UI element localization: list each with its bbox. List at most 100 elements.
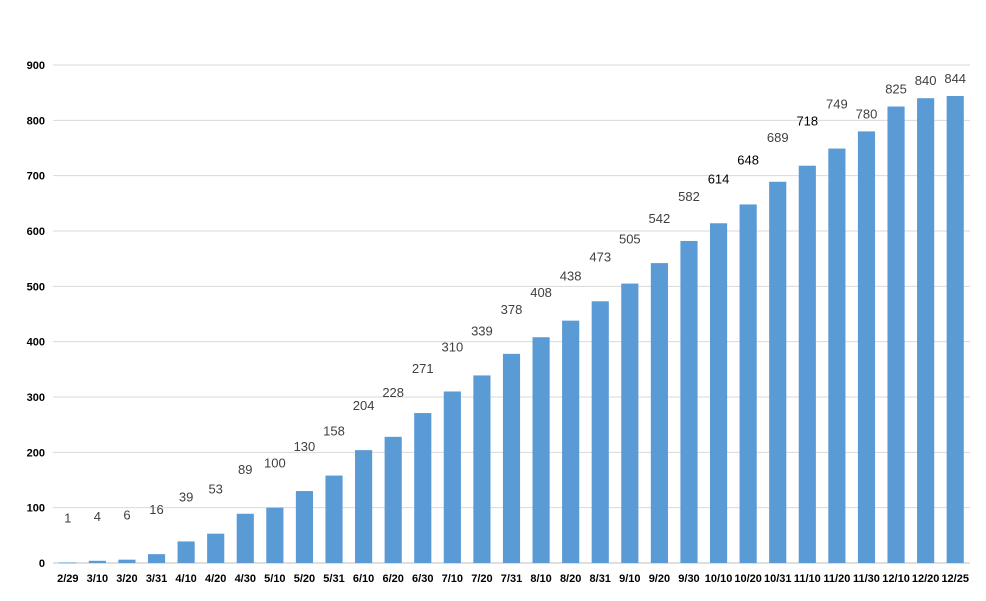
bar xyxy=(946,95,964,563)
y-tick-label: 400 xyxy=(27,337,45,349)
data-label: 271 xyxy=(412,361,434,376)
y-tick-label: 300 xyxy=(27,392,45,404)
bar xyxy=(473,375,491,563)
bar xyxy=(236,513,254,563)
data-label: 438 xyxy=(560,269,582,284)
data-label: 16 xyxy=(149,502,163,517)
data-label: 130 xyxy=(294,439,316,454)
bar xyxy=(887,106,905,563)
data-label: 1 xyxy=(64,510,71,525)
bar xyxy=(325,475,343,563)
y-axis-ticks: 0 100 200 300 400 500 600 700 800 900 xyxy=(27,60,45,570)
x-tick-label: 6/10 xyxy=(353,573,374,585)
bar xyxy=(177,541,195,563)
data-label: 39 xyxy=(179,489,193,504)
x-tick-label: 7/20 xyxy=(471,573,492,585)
bar xyxy=(384,436,402,563)
x-tick-label: 10/31 xyxy=(764,573,792,585)
bar xyxy=(650,263,668,563)
bar xyxy=(414,413,432,563)
x-tick-label: 4/30 xyxy=(235,573,256,585)
bar xyxy=(502,353,521,563)
data-label: 4 xyxy=(94,509,101,524)
x-tick-label: 4/10 xyxy=(175,573,196,585)
data-label: 378 xyxy=(501,302,523,317)
data-label: 825 xyxy=(885,82,907,97)
bar xyxy=(769,181,787,563)
bar xyxy=(266,507,284,563)
data-label: 158 xyxy=(323,424,345,439)
y-tick-label: 800 xyxy=(27,115,45,127)
x-tick-label: 8/31 xyxy=(590,573,611,585)
x-tick-label: 5/10 xyxy=(264,573,285,585)
data-label: 749 xyxy=(826,97,848,112)
data-labels: 1 4 6 16 39 53 89 100 130 158 204 228 271 310 339 378 40… xyxy=(64,71,966,525)
x-tick-label: 11/30 xyxy=(853,573,880,585)
data-label: 53 xyxy=(208,482,222,497)
bar xyxy=(443,391,461,563)
x-tick-label: 8/10 xyxy=(530,573,551,585)
x-tick-label: 3/31 xyxy=(146,573,167,585)
data-label: 718 xyxy=(796,114,818,129)
bar xyxy=(207,533,225,563)
bar xyxy=(621,283,639,563)
data-label: 100 xyxy=(264,456,286,471)
bar xyxy=(591,301,609,563)
x-tick-label: 12/25 xyxy=(941,573,969,585)
bar xyxy=(295,491,314,563)
data-label: 840 xyxy=(915,73,937,88)
data-label: 339 xyxy=(471,323,493,338)
data-label: 582 xyxy=(678,189,700,204)
bar xyxy=(532,337,550,563)
bar xyxy=(88,560,106,563)
data-label: 648 xyxy=(737,152,759,167)
x-tick-label: 4/20 xyxy=(205,573,226,585)
x-axis-ticks: 2/29 3/10 3/20 3/31 4/10 4/20 4/30 5/10 5/20 5/31… xyxy=(57,573,969,585)
bar xyxy=(147,554,166,563)
y-tick-label: 100 xyxy=(27,503,45,515)
bar xyxy=(118,559,136,563)
data-label: 780 xyxy=(856,106,878,121)
data-label: 89 xyxy=(238,462,252,477)
x-tick-label: 6/30 xyxy=(412,573,433,585)
x-tick-label: 11/10 xyxy=(794,573,821,585)
bar xyxy=(59,562,77,564)
data-label: 310 xyxy=(441,339,463,354)
data-label: 844 xyxy=(944,71,966,86)
y-tick-label: 200 xyxy=(27,447,45,459)
gridlines xyxy=(53,64,970,564)
x-tick-label: 2/29 xyxy=(57,573,78,585)
x-tick-label: 11/20 xyxy=(823,573,850,585)
x-tick-label: 7/31 xyxy=(501,573,522,585)
x-tick-label: 9/20 xyxy=(649,573,670,585)
y-tick-label: 900 xyxy=(27,60,45,72)
data-label: 408 xyxy=(530,285,552,300)
x-tick-label: 8/20 xyxy=(560,573,581,585)
y-tick-label: 500 xyxy=(27,281,45,293)
data-label: 473 xyxy=(589,249,611,264)
x-tick-label: 5/20 xyxy=(294,573,315,585)
data-label: 614 xyxy=(708,171,730,186)
x-tick-label: 12/20 xyxy=(912,573,940,585)
data-label: 6 xyxy=(123,508,130,523)
x-tick-label: 9/30 xyxy=(678,573,699,585)
data-label: 542 xyxy=(649,211,671,226)
bar xyxy=(798,165,816,563)
data-label: 505 xyxy=(619,232,641,247)
data-label: 204 xyxy=(353,398,375,413)
data-label: 228 xyxy=(382,385,404,400)
bar xyxy=(562,320,580,563)
bar xyxy=(709,223,728,563)
x-tick-label: 12/10 xyxy=(882,573,910,585)
y-tick-label: 0 xyxy=(39,558,45,570)
bar xyxy=(828,148,846,563)
x-tick-label: 5/31 xyxy=(323,573,344,585)
data-label: 689 xyxy=(767,130,789,145)
bar xyxy=(739,204,757,563)
x-tick-label: 7/10 xyxy=(442,573,463,585)
y-tick-label: 600 xyxy=(27,226,45,238)
bars xyxy=(59,95,964,564)
bar xyxy=(857,131,876,563)
x-tick-label: 10/10 xyxy=(705,573,733,585)
